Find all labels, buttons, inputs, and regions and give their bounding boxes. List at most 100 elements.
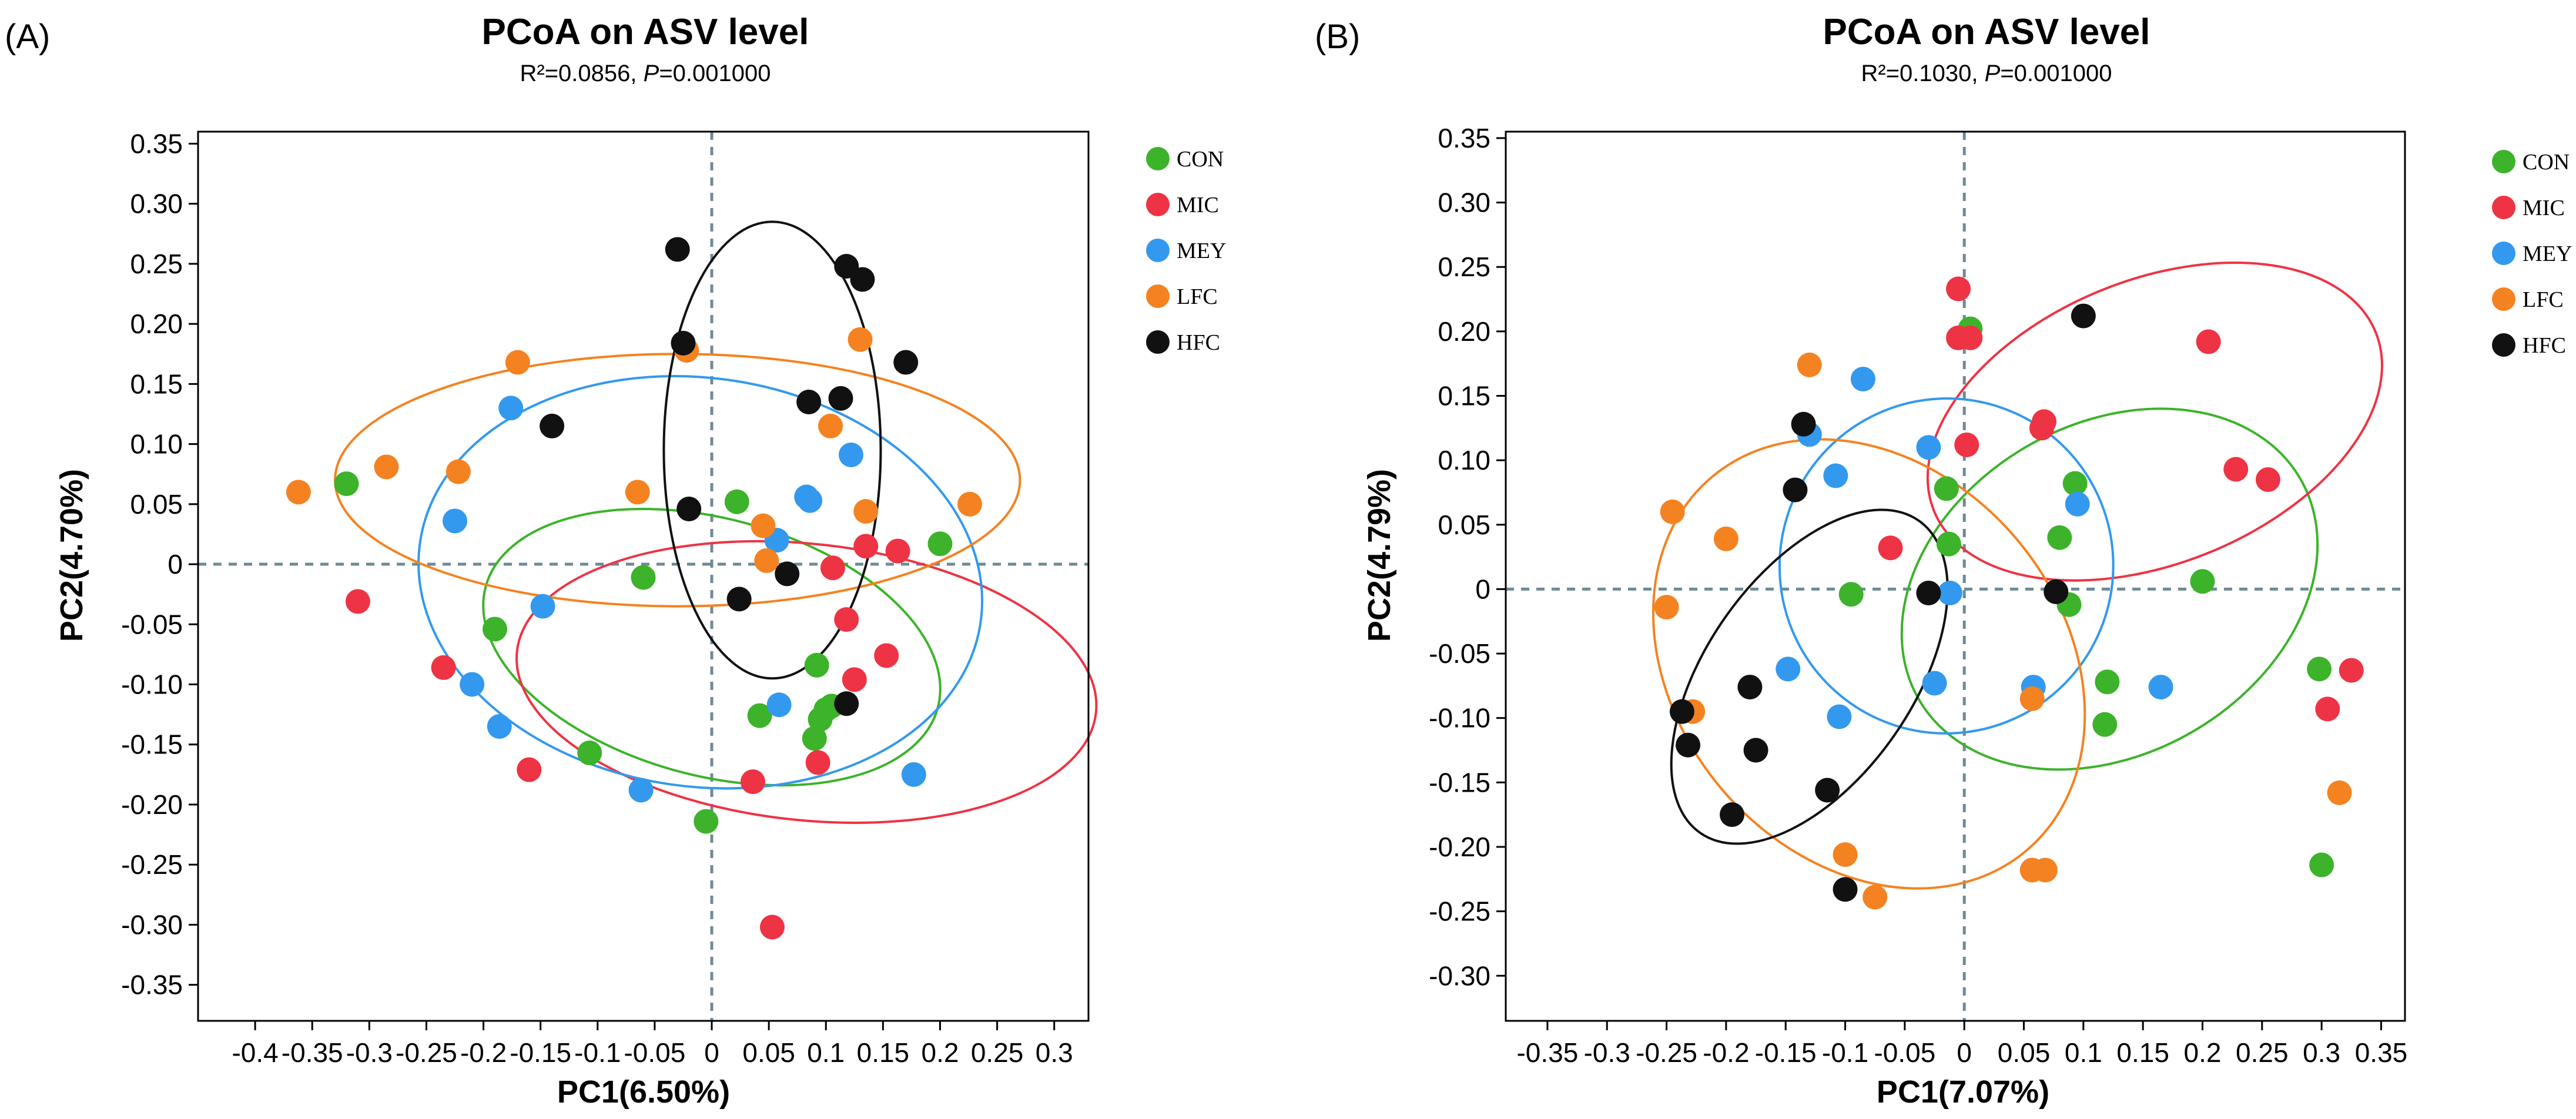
point-hfc <box>1815 778 1840 803</box>
panel-a-y-ticks: 0.35 0.30 0.25 0.20 0.15 0.10 0.05 0 -0.05 -0.10 -… <box>121 128 198 1000</box>
point-mey <box>628 778 654 803</box>
point-con <box>2307 656 2332 682</box>
point-hfc <box>1916 581 1941 606</box>
point-con <box>804 652 829 678</box>
y-tick-label: 0 <box>1475 574 1490 604</box>
panel-a-y-axis-label: PC2(4.70%) <box>54 469 89 642</box>
panel-a-x-ticks: -0.4 -0.35 -0.3 -0.25 -0.2 -0.15 -0.1 -0.05 0 0.0… <box>232 1021 1073 1068</box>
legend-label-mey: MEY <box>1177 239 1226 263</box>
y-tick-label: -0.35 <box>121 970 183 1000</box>
point-mic <box>805 750 830 775</box>
point-lfc <box>2019 686 2045 711</box>
panel-b: (B) PCoA on ASV level R²=0.1030, P=0.001… <box>1315 12 2572 1110</box>
point-mey <box>460 672 485 697</box>
x-tick-label: -0.4 <box>232 1037 278 1068</box>
point-con <box>577 741 602 766</box>
point-con <box>2190 569 2215 594</box>
point-mey <box>1916 435 1941 460</box>
point-hfc <box>1783 477 1808 502</box>
legend-marker-mic <box>2492 196 2515 219</box>
point-lfc <box>286 480 311 505</box>
ellipse-con <box>1900 407 2319 771</box>
point-mic <box>2196 329 2221 354</box>
y-tick-label: -0.25 <box>1429 896 1490 927</box>
panel-b-x-axis-label: PC1(7.07%) <box>1877 1074 2049 1110</box>
panel-a-subtitle-r2: R²=0.0856, <box>520 61 643 86</box>
legend-label-hfc: HFC <box>1177 330 1220 355</box>
y-tick-label: 0.30 <box>130 189 183 219</box>
y-tick-label: -0.05 <box>121 609 183 639</box>
point-mic <box>2255 467 2280 493</box>
point-mic <box>431 655 456 680</box>
x-tick-label: -0.2 <box>1703 1037 1749 1068</box>
point-mey <box>443 508 468 534</box>
point-lfc <box>1660 499 1685 524</box>
y-tick-label: 0.05 <box>1438 510 1490 540</box>
y-tick-label: 0.25 <box>130 249 183 279</box>
y-tick-label: -0.15 <box>121 729 183 760</box>
point-lfc <box>445 459 471 484</box>
legend-label-mic: MIC <box>1177 193 1219 217</box>
point-lfc <box>374 454 399 480</box>
panel-b-x-ticks: -0.35 -0.3 -0.25 -0.2 -0.15 -0.1 -0.05 0 0.05 0.1… <box>1516 1021 2407 1068</box>
y-tick-label: 0.15 <box>130 368 183 399</box>
point-lfc <box>751 513 776 538</box>
point-mey <box>839 442 863 467</box>
point-mey <box>901 762 926 787</box>
point-con <box>927 531 953 557</box>
point-mic <box>1954 432 1979 457</box>
y-tick-label: 0.30 <box>1438 187 1490 218</box>
point-hfc <box>850 267 875 292</box>
point-mic <box>842 667 867 692</box>
point-hfc <box>2071 303 2096 329</box>
point-mic <box>1958 325 1983 350</box>
point-hfc <box>1676 732 1701 758</box>
point-mey <box>766 692 792 718</box>
y-tick-label: 0.35 <box>130 128 183 159</box>
ellipse-mey <box>417 375 984 790</box>
x-tick-label: 0.05 <box>1998 1037 2051 1068</box>
point-lfc <box>2327 780 2352 805</box>
point-lfc <box>818 413 843 438</box>
point-con <box>631 565 656 590</box>
point-mey <box>1922 671 1947 696</box>
panel-a-x-axis-label: PC1(6.50%) <box>557 1074 730 1110</box>
point-lfc <box>754 548 779 573</box>
x-tick-label: 0.1 <box>2065 1037 2102 1068</box>
panel-a-zero-lines <box>198 132 1088 1021</box>
legend-label-lfc: LFC <box>1177 284 1218 309</box>
point-con <box>1838 582 1864 607</box>
x-tick-label: 0.2 <box>922 1037 959 1068</box>
point-mic <box>885 538 910 564</box>
point-con <box>1936 531 1961 557</box>
y-tick-label: -0.25 <box>121 849 183 880</box>
point-con <box>724 489 749 514</box>
point-mey <box>530 594 555 619</box>
x-tick-label: -0.1 <box>574 1037 621 1068</box>
x-tick-label: 0.3 <box>2303 1037 2340 1068</box>
legend-marker-lfc <box>1146 284 1170 308</box>
y-tick-label: -0.30 <box>121 909 183 940</box>
point-hfc <box>1737 675 1763 700</box>
point-hfc <box>834 691 859 716</box>
point-hfc <box>671 330 696 356</box>
legend-marker-lfc <box>2492 287 2515 311</box>
point-hfc <box>2044 579 2069 604</box>
panel-b-subtitle-pvalue: =0.001000 <box>2000 61 2112 86</box>
point-mey <box>1776 656 1801 682</box>
y-tick-label: 0.10 <box>130 429 183 460</box>
y-tick-label: -0.20 <box>121 789 183 820</box>
y-tick-label: -0.30 <box>1429 960 1490 991</box>
point-mic <box>2223 457 2249 482</box>
point-hfc <box>775 561 800 587</box>
point-mic <box>2315 696 2340 722</box>
point-hfc <box>796 390 822 415</box>
legend-marker-mic <box>1146 193 1170 216</box>
panel-a: (A) PCoA on ASV level R²=0.0856, P=0.001… <box>5 12 1226 1110</box>
point-hfc <box>540 413 565 438</box>
point-con <box>802 726 827 751</box>
y-tick-label: 0.10 <box>1438 445 1490 475</box>
point-lfc <box>1833 842 1858 867</box>
panel-b-subtitle-r2: R²=0.1030, <box>1861 61 1984 86</box>
